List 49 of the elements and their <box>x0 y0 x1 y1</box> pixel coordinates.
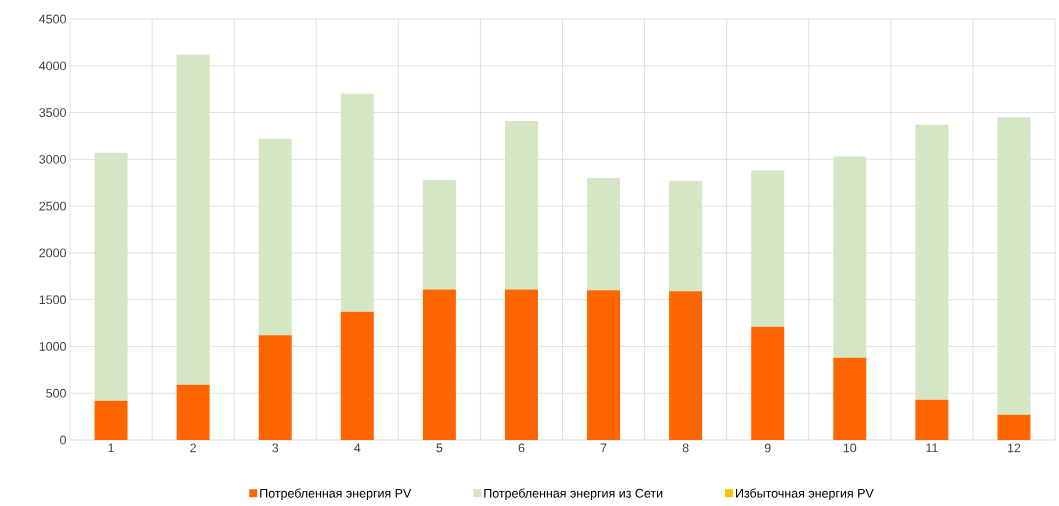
x-tick-label: 11 <box>926 443 938 453</box>
bar <box>751 326 785 440</box>
y-tick-label: 1000 <box>39 342 66 351</box>
x-tick-label: 5 <box>436 443 443 453</box>
bar <box>833 357 867 440</box>
bar <box>587 178 621 291</box>
bar <box>833 156 867 358</box>
legend-label: Избыточная энергия PV <box>736 488 874 501</box>
y-tick-label: 2000 <box>39 248 66 258</box>
y-tick-label: 0 <box>60 435 66 445</box>
x-tick-label: 8 <box>682 443 689 453</box>
bar <box>258 335 292 440</box>
bar <box>422 179 456 290</box>
y-tick-label: 3500 <box>39 108 66 117</box>
x-tick-label: 2 <box>190 443 196 453</box>
x-tick-label: 9 <box>764 443 771 453</box>
bar <box>176 384 210 440</box>
y-tick-label: 3000 <box>39 154 66 164</box>
x-tick-label: 3 <box>272 443 279 453</box>
bar <box>915 124 949 400</box>
bar <box>997 414 1031 440</box>
x-tick-label: 6 <box>518 443 525 453</box>
x-tick-label: 10 <box>843 443 857 453</box>
x-tick-label: 7 <box>600 443 607 453</box>
y-tick-label: 1500 <box>39 295 66 305</box>
bar <box>94 400 128 440</box>
x-tick-label: 12 <box>1008 443 1021 453</box>
bar <box>669 180 703 292</box>
bar <box>504 120 538 290</box>
bar <box>340 93 374 312</box>
bar <box>422 289 456 440</box>
legend-label: Потребленная энергия PV <box>260 488 412 501</box>
y-tick-label: 2500 <box>39 201 66 211</box>
bar <box>94 152 128 401</box>
bar <box>915 399 949 440</box>
bar <box>669 291 703 440</box>
bar <box>258 138 292 336</box>
bar <box>587 290 621 440</box>
bar <box>504 289 538 440</box>
y-tick-label: 4000 <box>39 61 66 71</box>
bar <box>340 311 374 440</box>
bar <box>751 170 785 327</box>
legend-label: Потребленная энергия из Сети <box>484 488 663 501</box>
bar <box>176 54 210 385</box>
y-tick-label: 4500 <box>39 14 66 24</box>
bar <box>997 117 1031 415</box>
x-tick-label: 4 <box>354 443 361 453</box>
x-tick-label: 1 <box>108 443 114 453</box>
y-tick-label: 500 <box>46 388 66 398</box>
